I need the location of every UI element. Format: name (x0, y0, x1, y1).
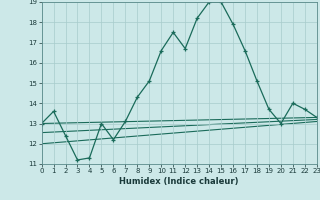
X-axis label: Humidex (Indice chaleur): Humidex (Indice chaleur) (119, 177, 239, 186)
